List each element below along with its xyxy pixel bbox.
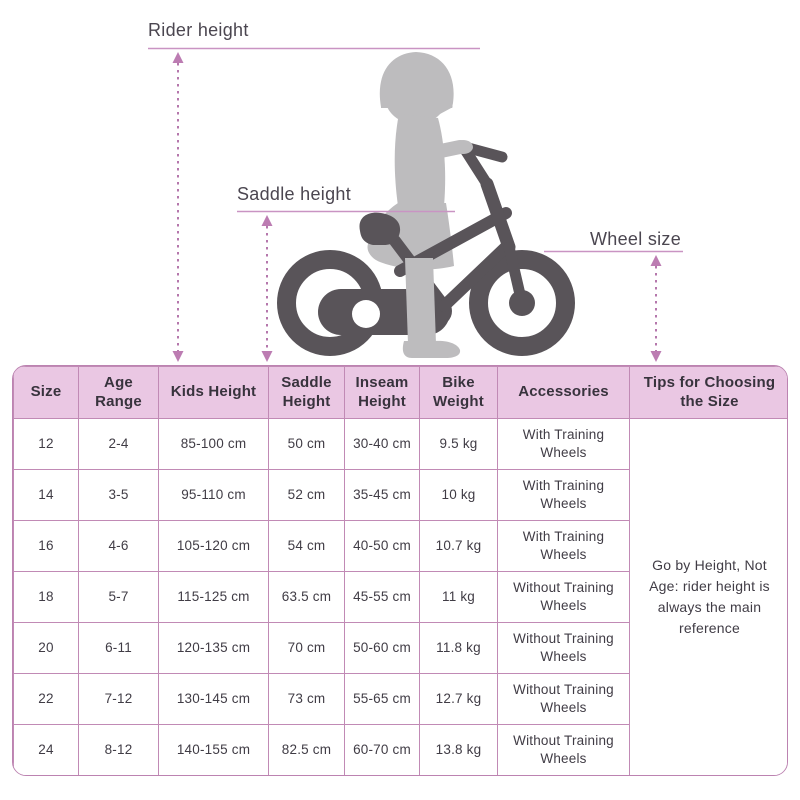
cell: 10 kg (419, 469, 498, 521)
cell: Without Training Wheels (497, 571, 630, 623)
cell: 40-50 cm (344, 520, 420, 572)
kid-foreground (402, 140, 473, 358)
hand (453, 140, 473, 154)
cell: 12.7 kg (419, 673, 498, 725)
wheel-size-label: Wheel size (590, 229, 682, 249)
table-row: 20 6-11 120-135 cm 70 cm 50-60 cm 11.8 k… (13, 622, 788, 674)
cell: 20 (13, 622, 79, 674)
rider-height-label: Rider height (148, 20, 249, 40)
cell: Without Training Wheels (497, 622, 630, 674)
cell: 6-11 (78, 622, 159, 674)
saddle-height-label: Saddle height (237, 184, 351, 204)
cell: 105-120 cm (158, 520, 269, 572)
header-saddle-height: Saddle Height (268, 366, 345, 419)
front-hub (509, 290, 535, 316)
size-chart-table: Size Age Range Kids Height Saddle Height… (12, 365, 788, 776)
table-row: 18 5-7 115-125 cm 63.5 cm 45-55 cm 11 kg… (13, 571, 788, 623)
head-tube (480, 177, 516, 254)
torso (394, 114, 446, 206)
saddle (359, 212, 401, 245)
cell: 73 cm (268, 673, 345, 725)
cell: 35-45 cm (344, 469, 420, 521)
cell: 3-5 (78, 469, 159, 521)
cell: 50-60 cm (344, 622, 420, 674)
cell: 120-135 cm (158, 622, 269, 674)
header-inseam-height: Inseam Height (344, 366, 420, 419)
chain-guard-opening (352, 300, 380, 328)
cell: 82.5 cm (268, 724, 345, 775)
header-bike-weight: Bike Weight (419, 366, 498, 419)
table-row: 16 4-6 105-120 cm 54 cm 40-50 cm 10.7 kg… (13, 520, 788, 572)
cell: 14 (13, 469, 79, 521)
header-tips: Tips for Choosing the Size (629, 366, 787, 419)
cell: 60-70 cm (344, 724, 420, 775)
cell: 22 (13, 673, 79, 725)
cell: 2-4 (78, 418, 159, 470)
cell: 9.5 kg (419, 418, 498, 470)
header-accessories: Accessories (497, 366, 630, 419)
cell: With Training Wheels (497, 418, 630, 470)
cell: 63.5 cm (268, 571, 345, 623)
head (385, 70, 447, 124)
cell: 16 (13, 520, 79, 572)
rider-height-arrow (172, 52, 184, 362)
wheel-size-arrow (650, 255, 662, 362)
cell: 130-145 cm (158, 673, 269, 725)
leg (405, 258, 436, 344)
header-kids-height: Kids Height (158, 366, 269, 419)
tips-cell: Go by Height, Not Age: rider height is a… (629, 418, 787, 775)
cell: 115-125 cm (158, 571, 269, 623)
cell: 140-155 cm (158, 724, 269, 775)
cell: 18 (13, 571, 79, 623)
cell: 8-12 (78, 724, 159, 775)
cell: 10.7 kg (419, 520, 498, 572)
header-size: Size (13, 366, 79, 419)
cell: 7-12 (78, 673, 159, 725)
cell: 24 (13, 724, 79, 775)
cell: 12 (13, 418, 79, 470)
table-row: 14 3-5 95-110 cm 52 cm 35-45 cm 10 kg Wi… (13, 469, 788, 521)
cell: 54 cm (268, 520, 345, 572)
saddle-height-arrow (261, 215, 273, 362)
cell: Without Training Wheels (497, 673, 630, 725)
bike-size-illustration (148, 47, 683, 362)
cell: 95-110 cm (158, 469, 269, 521)
cell: 55-65 cm (344, 673, 420, 725)
table-row: 22 7-12 130-145 cm 73 cm 55-65 cm 12.7 k… (13, 673, 788, 725)
table-row: 24 8-12 140-155 cm 82.5 cm 60-70 cm 13.8… (13, 724, 788, 775)
cell: 50 cm (268, 418, 345, 470)
foot (402, 340, 461, 358)
cell: 45-55 cm (344, 571, 420, 623)
cell: 13.8 kg (419, 724, 498, 775)
cell: 85-100 cm (158, 418, 269, 470)
cell: 30-40 cm (344, 418, 420, 470)
cell: 4-6 (78, 520, 159, 572)
header-row: Size Age Range Kids Height Saddle Height… (13, 366, 787, 419)
bike-silhouette (277, 140, 575, 356)
cell: 11 kg (419, 571, 498, 623)
annotation-lines (148, 47, 683, 253)
cell: 5-7 (78, 571, 159, 623)
cell: 52 cm (268, 469, 345, 521)
cell: 11.8 kg (419, 622, 498, 674)
cell: Without Training Wheels (497, 724, 630, 775)
cell: With Training Wheels (497, 469, 630, 521)
cell: 70 cm (268, 622, 345, 674)
down-tube (438, 240, 513, 312)
table-row: 12 2-4 85-100 cm 50 cm 30-40 cm 9.5 kg W… (13, 418, 787, 775)
header-age-range: Age Range (78, 366, 159, 419)
handlebar-neck (458, 142, 493, 190)
cell: With Training Wheels (497, 520, 630, 572)
nose (440, 99, 453, 114)
